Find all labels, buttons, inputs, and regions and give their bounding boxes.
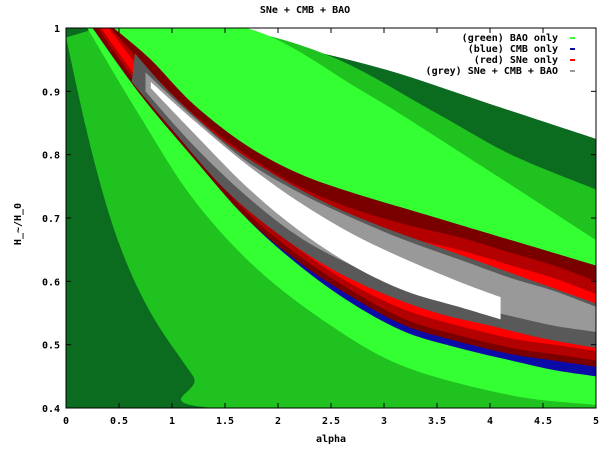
x-tick-label: 0.5 [110, 416, 128, 427]
x-tick-label: 2 [275, 416, 281, 427]
y-tick-label: 1 [54, 24, 60, 35]
plot-area [66, 28, 596, 408]
contour-region-inner [150, 81, 501, 320]
legend-label: (blue) CMB only [468, 44, 558, 55]
y-tick-label: 0.7 [42, 214, 60, 225]
legend-swatch [570, 48, 575, 50]
x-tick-label: 4 [487, 416, 493, 427]
x-tick-label: 1 [169, 416, 175, 427]
chart-title: SNe + CMB + BAO [260, 5, 350, 16]
y-axis-label: H_~/H_0 [13, 203, 24, 245]
x-tick-label: 4.5 [534, 416, 552, 427]
x-tick-label: 5 [593, 416, 599, 427]
x-tick-label: 3.5 [428, 416, 446, 427]
y-tick-label: 0.9 [42, 87, 60, 98]
x-tick-label: 1.5 [216, 416, 234, 427]
y-tick-label: 0.5 [42, 341, 60, 352]
legend-label: (green) BAO only [462, 33, 558, 44]
y-axis: 0.4 0.5 0.6 0.7 0.8 0.9 1 [42, 24, 596, 415]
legend-swatch [570, 37, 575, 39]
x-tick-label: 2.5 [322, 416, 340, 427]
y-tick-label: 0.4 [42, 404, 60, 415]
legend: (green) BAO only(blue) CMB only(red) SNe… [426, 33, 575, 77]
x-tick-label: 0 [63, 416, 69, 427]
y-tick-label: 0.8 [42, 151, 60, 162]
x-axis-label: alpha [316, 434, 346, 445]
legend-swatch [570, 70, 575, 72]
series-grey-sne-cmb-bao [131, 53, 596, 348]
legend-label: (grey) SNe + CMB + BAO [426, 66, 558, 77]
x-tick-label: 3 [381, 416, 387, 427]
contour-region-mid [145, 72, 596, 332]
legend-swatch [570, 59, 575, 61]
y-tick-label: 0.6 [42, 277, 60, 288]
legend-label: (red) SNe only [474, 55, 558, 66]
x-axis: 0 0.5 1 1.5 2 2.5 3 3.5 4 4.5 5 [63, 28, 599, 427]
